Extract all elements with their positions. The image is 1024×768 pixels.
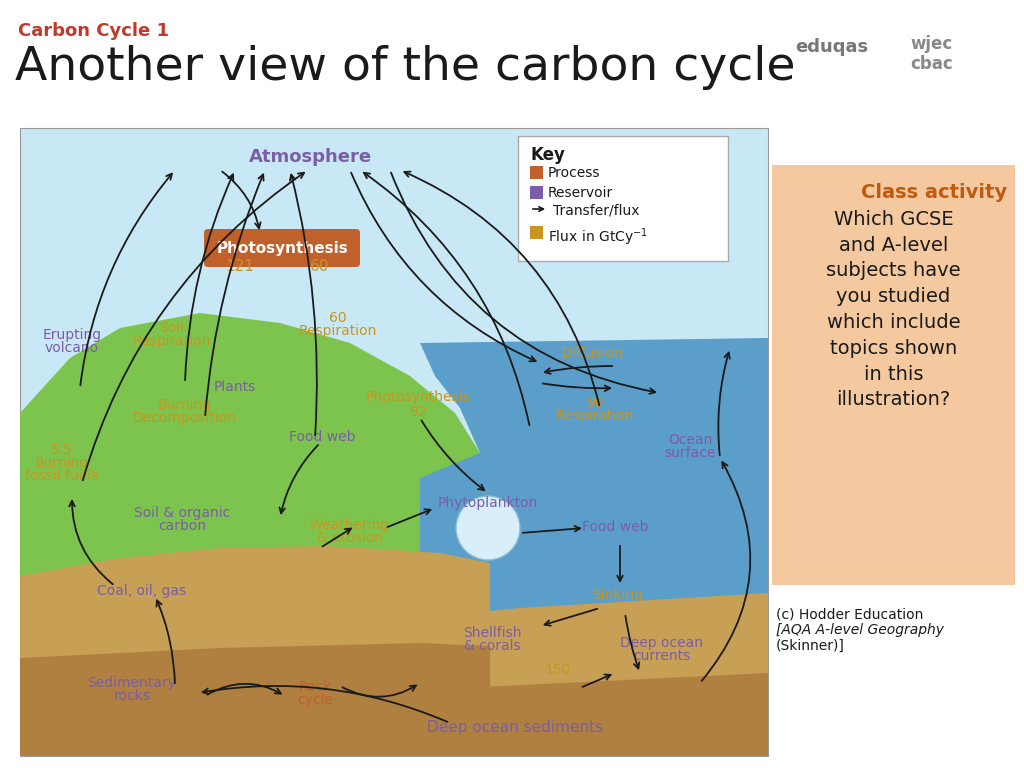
Text: Another view of the carbon cycle: Another view of the carbon cycle [15, 45, 796, 90]
Text: Sinking: Sinking [593, 588, 643, 602]
Text: Process: Process [548, 166, 600, 180]
Text: Phytoplankton: Phytoplankton [438, 496, 539, 510]
Text: Class activity: Class activity [861, 183, 1007, 202]
Text: 150: 150 [545, 663, 571, 677]
Bar [530, 166, 543, 179]
Text: rocks: rocks [114, 689, 151, 703]
Text: fossil fuels: fossil fuels [26, 469, 98, 483]
Text: Photosynthesis: Photosynthesis [366, 390, 470, 404]
Text: (c) Hodder Education: (c) Hodder Education [776, 607, 924, 621]
Text: 90: 90 [586, 396, 604, 410]
Text: 92: 92 [410, 405, 427, 419]
Text: Soil: Soil [160, 321, 184, 335]
Text: Plants: Plants [214, 380, 256, 394]
Text: & corals: & corals [464, 639, 520, 653]
Text: 60: 60 [329, 311, 347, 325]
Text: Decomposition: Decomposition [133, 411, 237, 425]
Bar [530, 226, 543, 239]
Text: Photosynthesis: Photosynthesis [216, 240, 348, 256]
Text: Diffusion: Diffusion [561, 346, 623, 360]
Text: Shellfish: Shellfish [463, 626, 521, 640]
Text: Reservoir: Reservoir [548, 186, 613, 200]
Text: Key: Key [530, 146, 565, 164]
Text: 121: 121 [225, 259, 254, 274]
Text: volcano: volcano [45, 341, 99, 355]
Text: Food web: Food web [289, 430, 355, 444]
Text: wjec: wjec [910, 35, 952, 53]
Polygon shape [420, 593, 768, 756]
Text: Weathering: Weathering [310, 518, 390, 532]
Polygon shape [420, 673, 768, 756]
Polygon shape [420, 338, 768, 756]
Circle shape [456, 496, 520, 560]
Text: currents: currents [634, 649, 690, 663]
Text: carbon: carbon [158, 519, 206, 533]
Polygon shape [20, 643, 490, 756]
Text: Food web: Food web [582, 520, 648, 534]
Text: eduqas: eduqas [795, 38, 868, 56]
Text: Sedimentary: Sedimentary [88, 676, 176, 690]
Text: Deep ocean: Deep ocean [621, 636, 703, 650]
Text: Ocean: Ocean [668, 433, 712, 447]
Text: 60: 60 [310, 259, 330, 274]
Text: Respiration: Respiration [556, 409, 634, 423]
Text: 5.5: 5.5 [51, 443, 73, 457]
Text: & erosion: & erosion [317, 531, 383, 545]
Bar [20, 128, 768, 756]
Text: Respiration: Respiration [133, 334, 211, 348]
Text: Transfer/flux: Transfer/flux [553, 204, 640, 218]
Bar [530, 186, 543, 199]
Text: surface: surface [665, 446, 716, 460]
Text: Soil & organic: Soil & organic [134, 506, 230, 520]
Bar [518, 136, 728, 261]
Text: [AQA A-level Geography: [AQA A-level Geography [776, 623, 944, 637]
Polygon shape [20, 546, 490, 756]
Text: (Skinner)]: (Skinner)] [776, 639, 845, 653]
Bar [772, 165, 1015, 585]
Text: Respiration: Respiration [299, 324, 377, 338]
Text: cycle: cycle [297, 693, 333, 707]
Text: Flux in GtCy$^{-1}$: Flux in GtCy$^{-1}$ [548, 226, 648, 247]
FancyBboxPatch shape [204, 229, 360, 267]
Polygon shape [20, 313, 490, 756]
Text: Burning: Burning [158, 398, 212, 412]
Text: Deep ocean sediments: Deep ocean sediments [427, 720, 603, 735]
Text: cbac: cbac [910, 55, 952, 73]
Text: Erupting: Erupting [42, 328, 101, 342]
Text: Atmosphere: Atmosphere [249, 148, 372, 166]
Text: Burning: Burning [35, 456, 89, 470]
Text: Coal, oil, gas: Coal, oil, gas [97, 584, 186, 598]
Text: Carbon Cycle 1: Carbon Cycle 1 [18, 22, 169, 40]
Text: Rock: Rock [298, 680, 332, 694]
Text: Which GCSE
and A-level
subjects have
you studied
which include
topics shown
in t: Which GCSE and A-level subjects have you… [826, 210, 961, 409]
